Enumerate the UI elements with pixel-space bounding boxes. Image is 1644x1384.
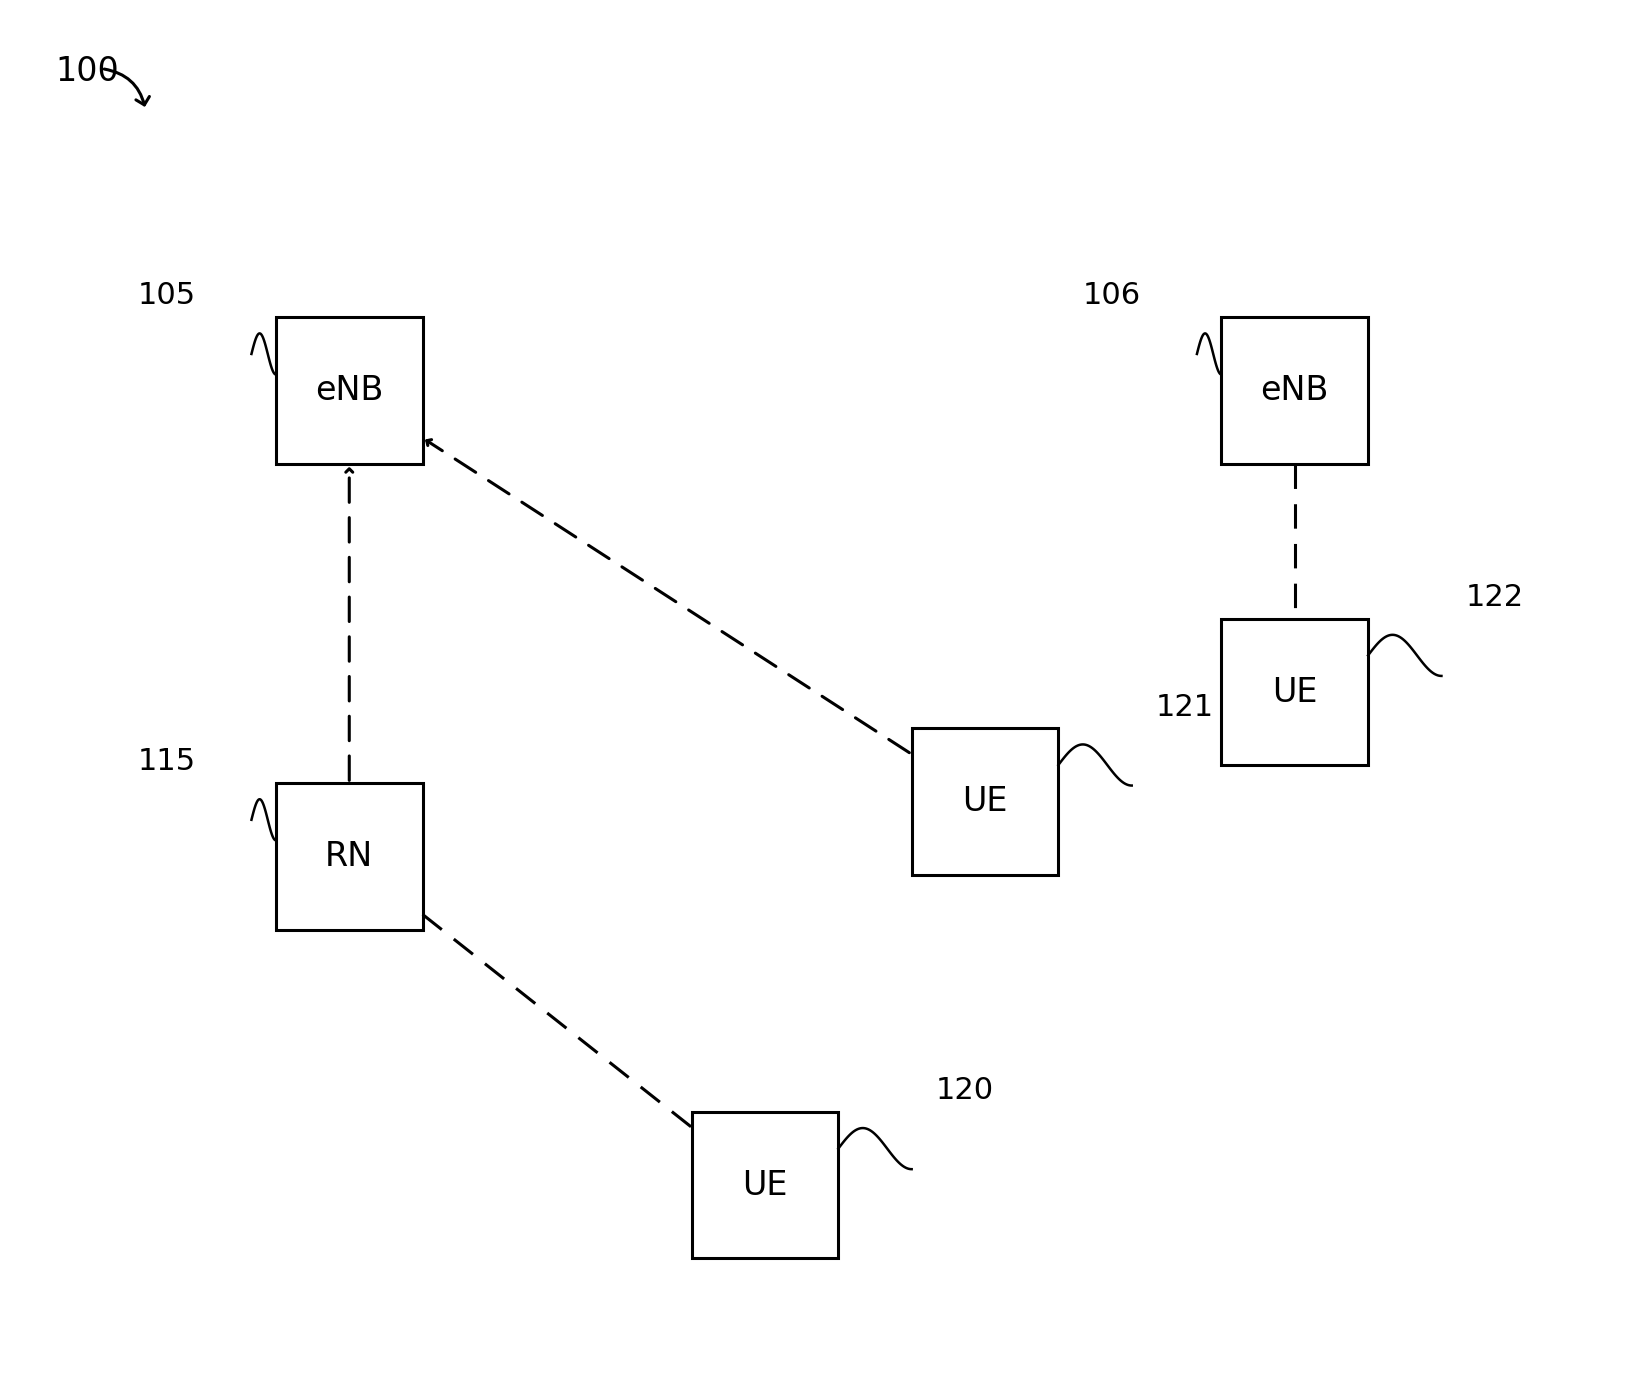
- Text: 105: 105: [138, 281, 196, 310]
- Text: UE: UE: [962, 785, 1008, 818]
- Bar: [276, 317, 423, 464]
- Text: UE: UE: [741, 1168, 787, 1201]
- Text: 120: 120: [935, 1077, 995, 1106]
- Text: 106: 106: [1083, 281, 1141, 310]
- Bar: [1221, 317, 1368, 464]
- Bar: [1221, 619, 1368, 765]
- Text: 100: 100: [56, 55, 120, 89]
- Text: 115: 115: [138, 747, 196, 776]
- Text: 121: 121: [1156, 692, 1215, 721]
- Bar: [912, 728, 1059, 875]
- Text: eNB: eNB: [316, 374, 383, 407]
- Bar: [276, 783, 423, 930]
- Text: UE: UE: [1272, 675, 1317, 709]
- Text: RN: RN: [326, 840, 373, 873]
- Text: eNB: eNB: [1261, 374, 1328, 407]
- Bar: [692, 1111, 838, 1258]
- Text: 122: 122: [1466, 583, 1524, 612]
